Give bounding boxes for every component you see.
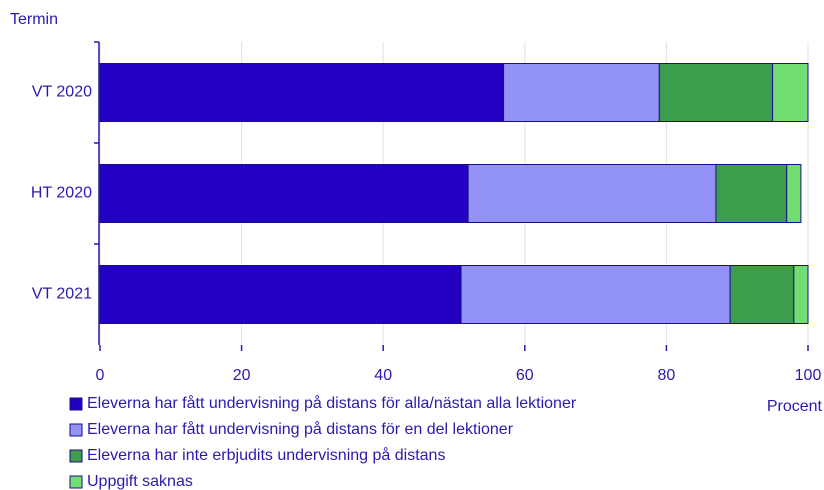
y-tick-label: HT 2020 [31,185,92,202]
bar-segment [772,63,809,122]
bar-segment [99,164,469,223]
bar-segment [658,63,774,122]
legend-label: Eleverna har inte erbjudits undervisning… [87,446,445,464]
bar-segment [729,265,795,324]
legend-label: Eleverna har fått undervisning på distan… [87,394,577,412]
y-tick-label: VT 2020 [32,84,92,101]
bar-segment [99,265,462,324]
y-tick-label: VT 2021 [32,286,92,303]
x-tick-label: 80 [658,367,676,384]
bar-segment [503,63,660,122]
bar-segment [467,164,717,223]
legend-swatch [69,423,83,437]
bar-segment [99,63,505,122]
legend-swatch [69,449,83,463]
x-tick-label: 20 [233,367,251,384]
legend-label: Uppgift saknas [87,473,193,490]
x-tick-label: 100 [795,367,822,384]
bar-segment [715,164,788,223]
legend-swatch [69,397,83,411]
bar-segment [460,265,731,324]
legend-label: Eleverna har fått undervisning på distan… [87,420,514,438]
x-axis-label: Procent [767,398,823,415]
y-axis-label: Termin [10,11,58,28]
x-tick-label: 0 [96,367,105,384]
bar-segment [793,265,809,324]
x-tick-label: 40 [374,367,392,384]
bar-segment [786,164,802,223]
legend-swatch [69,475,83,489]
x-tick-label: 60 [516,367,534,384]
